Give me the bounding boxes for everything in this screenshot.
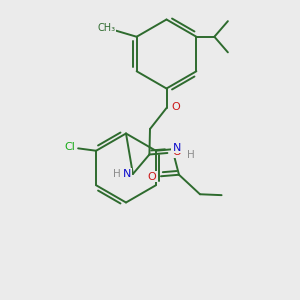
Text: H: H: [113, 169, 121, 179]
Text: Cl: Cl: [64, 142, 75, 152]
Text: O: O: [148, 172, 156, 182]
Text: N: N: [123, 169, 132, 179]
Text: N: N: [173, 143, 181, 153]
Text: O: O: [172, 147, 181, 158]
Text: H: H: [188, 150, 195, 160]
Text: CH₃: CH₃: [98, 23, 116, 33]
Text: O: O: [172, 102, 181, 112]
